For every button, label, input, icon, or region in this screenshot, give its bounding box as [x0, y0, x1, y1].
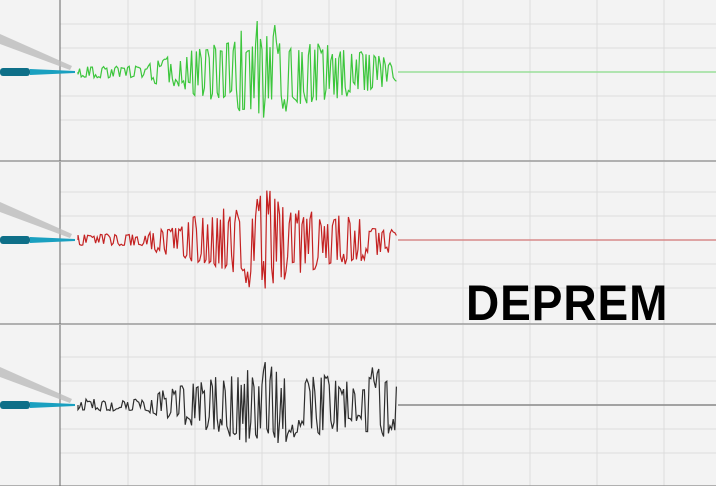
stylus-tip — [30, 69, 75, 75]
stylus-body — [0, 401, 30, 409]
stylus-tip — [30, 402, 75, 408]
stylus-shadow — [0, 202, 72, 238]
seismic-waveform — [77, 20, 397, 118]
stylus-shadow — [0, 34, 72, 70]
seismic-waveform — [77, 361, 397, 444]
stylus-shadow — [0, 367, 72, 403]
seismic-waveform — [77, 190, 397, 289]
stylus-body — [0, 68, 30, 76]
headline-text: DEPREM — [466, 275, 669, 331]
stylus-tip — [30, 237, 75, 243]
stylus-body — [0, 236, 30, 244]
